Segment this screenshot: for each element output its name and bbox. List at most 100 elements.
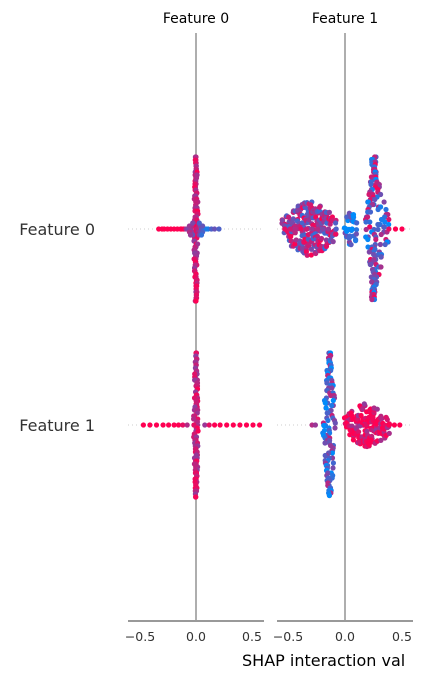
scatter-point: [287, 226, 293, 232]
scatter-point: [356, 429, 362, 435]
scatter-point: [326, 209, 332, 215]
scatter-point: [217, 422, 223, 428]
scatter-point: [332, 420, 338, 426]
scatter-point: [363, 219, 369, 225]
scatter-point: [180, 422, 186, 428]
scatter-point: [279, 217, 286, 223]
scatter-point: [286, 214, 292, 220]
scatter-point: [308, 246, 314, 252]
scatter-point: [212, 422, 218, 428]
scatter-point: [322, 452, 328, 459]
scatter-point: [313, 214, 319, 220]
scatter-point: [195, 428, 201, 434]
scatter-point: [325, 226, 332, 232]
scatter-point: [190, 220, 196, 226]
scatter-point: [375, 226, 381, 233]
scatter-point: [306, 217, 312, 223]
scatter-point: [314, 233, 320, 239]
tick-label: 0.5: [392, 629, 412, 644]
row-label-feature-0: Feature 0: [19, 220, 95, 239]
scatter-point: [365, 244, 371, 250]
scatter-point: [323, 405, 329, 411]
scatter-point: [361, 401, 367, 407]
scatter-point: [349, 423, 355, 429]
scatter-point: [333, 226, 339, 232]
scatter-point: [363, 226, 369, 233]
scatter-point: [350, 212, 357, 218]
scatter-point: [312, 422, 318, 428]
scatter-point: [304, 226, 310, 232]
scatter-point: [216, 226, 222, 232]
scatter-point: [365, 236, 371, 243]
scatter-point: [372, 196, 378, 203]
x-axis-label: SHAP interaction val: [242, 651, 405, 670]
scatter-point: [332, 425, 338, 431]
scatter-point: [350, 437, 356, 443]
scatter-point: [367, 219, 373, 225]
scatter-point: [243, 422, 250, 428]
scatter-point: [308, 252, 314, 258]
scatter-point: [349, 226, 355, 232]
scatter-point: [386, 422, 392, 428]
scatter-point: [386, 226, 392, 232]
scatter-point: [377, 241, 383, 248]
scatter-point: [330, 397, 336, 404]
scatter-point: [333, 231, 339, 237]
scatter-point: [367, 261, 373, 268]
scatter-point: [330, 460, 336, 466]
scatter-point: [330, 465, 336, 471]
scatter-point: [200, 223, 206, 229]
scatter-point: [224, 422, 230, 428]
scatter-point: [397, 422, 403, 428]
scatter-point: [140, 422, 146, 428]
scatter-point: [186, 223, 192, 229]
tick-label: 0.0: [335, 629, 355, 644]
scatter-point: [366, 249, 372, 255]
scatter-point: [318, 235, 325, 242]
scatter-point: [290, 216, 296, 222]
scatter-point: [353, 227, 360, 233]
scatter-point: [288, 234, 294, 240]
scatter-marks: [128, 33, 413, 621]
tick-label: 0.5: [242, 629, 262, 644]
scatter-point: [354, 220, 360, 226]
scatter-point: [325, 417, 331, 424]
scatter-point: [166, 422, 172, 428]
scatter-point: [321, 422, 327, 429]
scatter-point: [292, 230, 298, 236]
scatter-point: [237, 422, 243, 428]
tick-label: −0.5: [125, 629, 155, 644]
scatter-point: [381, 199, 387, 205]
scatter-point: [366, 414, 372, 421]
scatter-point: [348, 410, 354, 416]
scatter-point: [383, 206, 389, 213]
scatter-point: [193, 298, 199, 304]
scatter-point: [326, 492, 332, 499]
row-label-feature-1: Feature 1: [19, 416, 95, 435]
scatter-point: [369, 296, 375, 303]
scatter-point: [386, 430, 392, 436]
scatter-point: [322, 400, 328, 406]
scatter-point: [250, 422, 256, 428]
scatter-point: [292, 241, 298, 247]
scatter-point: [375, 221, 381, 228]
scatter-point: [317, 204, 323, 210]
scatter-point: [198, 232, 205, 238]
scatter-point: [153, 422, 160, 428]
scatter-point: [368, 181, 374, 188]
column-title-feature-0: Feature 0: [163, 11, 229, 27]
scatter-point: [171, 422, 177, 428]
column-title-feature-1: Feature 1: [312, 11, 378, 27]
scatter-point: [206, 422, 212, 428]
scatter-point: [329, 214, 335, 220]
scatter-point: [378, 231, 384, 238]
scatter-point: [379, 415, 385, 422]
scatter-point: [298, 226, 304, 232]
scatter-point: [353, 231, 359, 237]
scatter-point: [353, 238, 359, 244]
scatter-point: [324, 410, 330, 416]
scatter-point: [378, 437, 384, 443]
scatter-point: [386, 221, 392, 228]
scatter-point: [299, 220, 305, 226]
scatter-point: [383, 414, 389, 420]
